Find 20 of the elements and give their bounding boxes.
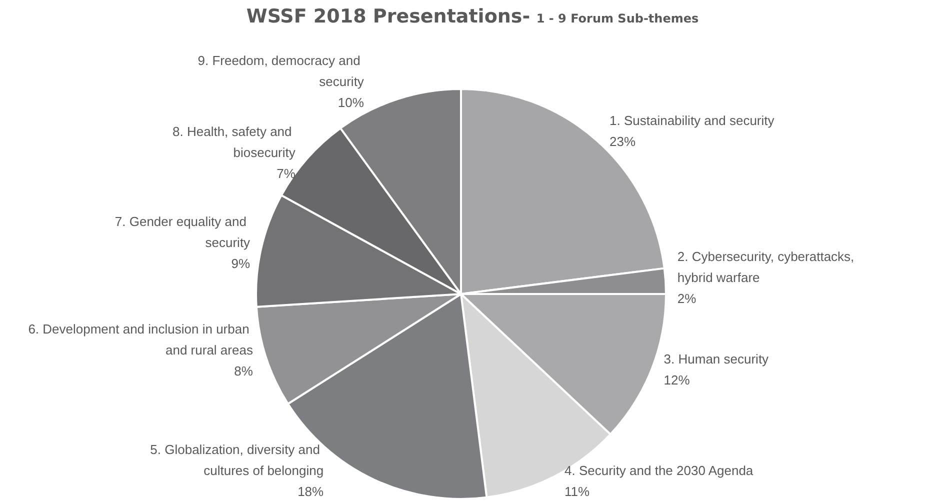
data-label: 18% — [298, 484, 324, 499]
slice-label: 9. Freedom, democracy and security — [198, 53, 364, 90]
data-label: 12% — [664, 372, 690, 388]
chart-subtitle: 1 - 9 Forum Sub-themes — [536, 12, 699, 26]
data-label: 11% — [564, 484, 590, 499]
chart-title: WSSF 2018 Presentations- — [246, 6, 530, 28]
slice-label: 4. Security and the 2030 Agenda — [564, 463, 754, 478]
data-label: 8% — [234, 364, 254, 379]
slice-label: 8. Health, safety and biosecurity — [172, 124, 296, 160]
data-label: 23% — [610, 134, 636, 150]
slice-label: 3. Human security — [664, 352, 770, 367]
slice-label: 7. Gender equality and security — [114, 214, 251, 250]
slice-label: 2. Cybersecurity, cyberattacks, hybrid warfare — [677, 248, 858, 285]
data-label: 7% — [276, 166, 296, 182]
data-label: 2% — [677, 290, 697, 306]
slice-label: 5. Globalization, diversity and cultures of belonging — [150, 442, 324, 478]
data-label: 10% — [338, 95, 364, 110]
data-label: 9% — [231, 256, 250, 272]
slice-label: 6. Development and inclusion in urban and rural areas — [28, 322, 254, 358]
slice-label: 1. Sustainability and security — [610, 113, 775, 128]
